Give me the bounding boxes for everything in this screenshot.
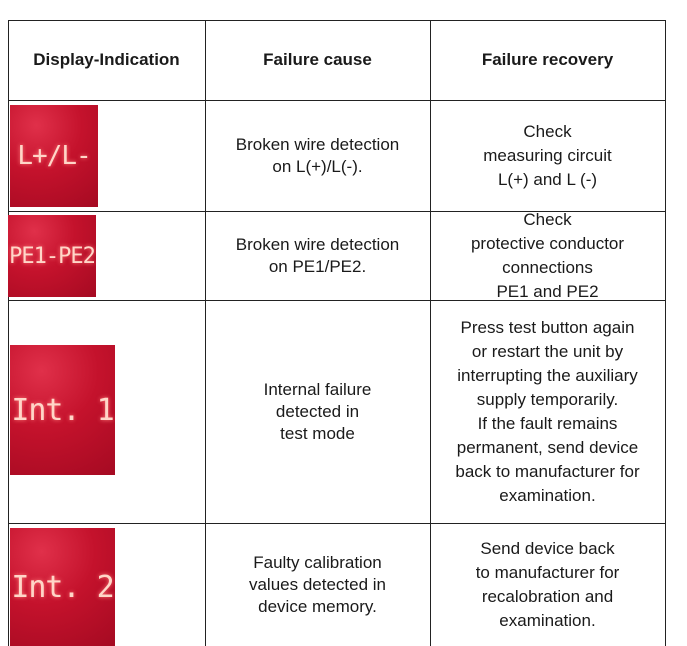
display-indication: Int. 2 — [10, 528, 115, 646]
column-border — [665, 20, 666, 646]
column-border — [205, 20, 206, 646]
text-line: measuring circuit — [483, 145, 612, 165]
text-line: detected in — [275, 401, 360, 421]
text-line: protective conductor — [470, 233, 625, 253]
failure-cause: Broken wire detection on L(+)/L(-). — [205, 100, 430, 211]
text-line: Faulty calibration — [253, 552, 382, 572]
failure-cause: Faulty calibration values detected in devi… — [205, 523, 430, 646]
row-border — [8, 211, 666, 212]
failure-cause: Broken wire detection on PE1/PE2. — [205, 211, 430, 300]
text-line: Internal failure — [263, 379, 372, 399]
text-line: or restart the unit by — [471, 341, 624, 361]
text-line: Press test button again — [460, 317, 635, 337]
failure-recovery: Send device back to manufacturer for recal… — [430, 523, 665, 646]
text-line: Send device back — [480, 538, 615, 558]
text-line: L(+) and L (-) — [497, 169, 598, 189]
row-border — [8, 100, 666, 101]
text-line: on L(+)/L(-). — [272, 156, 363, 176]
text-line: recalobration and — [481, 586, 614, 606]
text-line: device memory. — [258, 596, 377, 616]
text-line: supply temporarily. — [476, 389, 619, 409]
text-line: values detected in — [248, 574, 387, 594]
text-line: test mode — [280, 423, 355, 443]
text-line: back to manufacturer for — [455, 461, 640, 481]
header-cell: Failure recovery — [481, 50, 614, 69]
display-indication: PE1-PE2 — [8, 215, 96, 297]
text-line: connections — [502, 257, 593, 277]
text-line: Broken wire detection — [235, 234, 400, 254]
text-line: permanent, send device — [456, 437, 639, 457]
failure-recovery: Check protective conductor connections PE1 … — [430, 209, 665, 301]
text-line: PE1 and PE2 — [496, 281, 599, 301]
text-line: on PE1/PE2. — [268, 256, 367, 276]
header-cell: Failure cause — [263, 50, 372, 69]
row-border — [8, 20, 666, 21]
text-line: Check — [523, 121, 572, 141]
failure-recovery: Press test button again or restart the un… — [430, 300, 665, 523]
failure-cause: Internal failure detected in test mode — [205, 300, 430, 523]
text-line: Check — [523, 209, 572, 229]
display-indication: L+/L- — [10, 105, 98, 207]
row-border — [8, 300, 666, 301]
text-line: examination. — [499, 610, 596, 630]
display-indication: Int. 1 — [10, 345, 115, 475]
failure-recovery: Check measuring circuit L(+) and L (-) — [430, 100, 665, 211]
text-line: to manufacturer for — [475, 562, 620, 582]
text-line: examination. — [499, 485, 596, 505]
column-border — [8, 20, 9, 646]
header-cell: Display-Indication — [33, 50, 180, 69]
text-line: If the fault remains — [477, 413, 618, 433]
column-border — [430, 20, 431, 646]
text-line: Broken wire detection — [235, 134, 400, 154]
row-border — [8, 523, 666, 524]
text-line: interrupting the auxiliary — [457, 365, 638, 385]
